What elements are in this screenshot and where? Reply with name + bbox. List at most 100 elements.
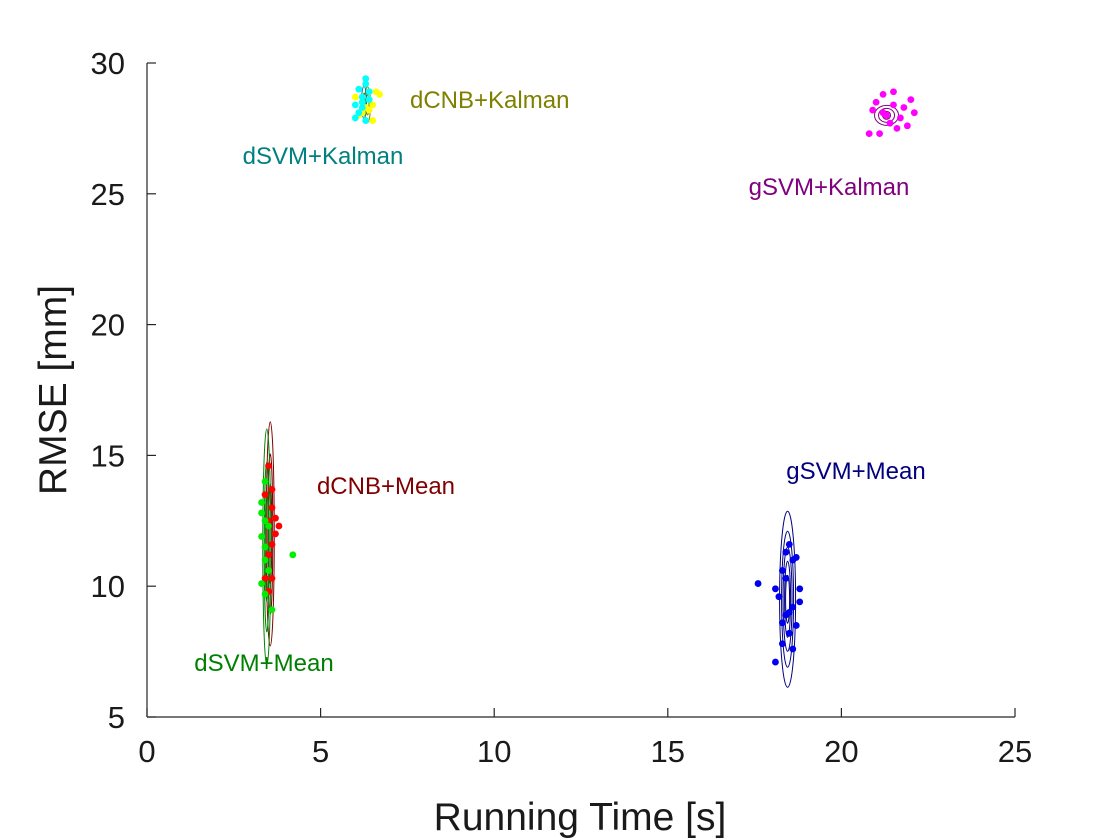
data-point <box>782 611 790 619</box>
data-point <box>886 119 894 127</box>
data-point <box>754 580 762 587</box>
data-point <box>365 106 373 114</box>
data-point <box>258 533 265 540</box>
data-point <box>272 514 279 522</box>
data-point <box>355 109 363 117</box>
data-point <box>358 104 366 111</box>
data-point <box>869 106 877 114</box>
data-point <box>268 606 276 614</box>
x-tick-label: 10 <box>477 734 511 769</box>
data-point <box>778 619 786 627</box>
data-point <box>268 486 276 493</box>
data-point <box>782 574 790 582</box>
data-point <box>275 522 283 530</box>
data-point <box>268 574 276 582</box>
series-label: dSVM+Kalman <box>243 143 404 170</box>
data-point <box>265 462 272 470</box>
data-point <box>351 114 359 122</box>
x-tick-label: 15 <box>651 734 685 769</box>
data-point <box>268 504 276 512</box>
series-label: dCNB+Mean <box>317 473 455 500</box>
data-point <box>778 567 786 574</box>
data-point <box>258 509 265 517</box>
y-tick-label: 20 <box>91 308 125 343</box>
data-point <box>376 90 384 98</box>
series-label: gSVM+Kalman <box>749 174 910 201</box>
data-point <box>785 629 793 637</box>
data-point <box>261 517 269 525</box>
series-label: dCNB+Kalman <box>410 87 569 114</box>
data-point <box>265 522 272 530</box>
data-point <box>890 88 897 96</box>
data-point <box>289 551 297 559</box>
data-point <box>268 540 276 548</box>
data-point <box>782 548 790 556</box>
series-label: dSVM+Mean <box>194 650 333 677</box>
data-point <box>358 98 366 106</box>
data-point <box>775 593 783 601</box>
x-tick-label: 20 <box>824 734 858 769</box>
data-point <box>362 75 370 83</box>
data-point <box>903 122 911 130</box>
data-point <box>900 104 908 111</box>
data-point <box>365 96 373 104</box>
data-point <box>358 93 366 101</box>
y-tick-label: 10 <box>91 569 125 604</box>
data-point <box>865 130 873 138</box>
contour-line <box>784 560 792 638</box>
y-tick-label: 25 <box>91 177 125 212</box>
data-point <box>785 540 793 548</box>
data-point <box>351 93 359 101</box>
data-point <box>789 603 797 611</box>
contour-line <box>785 574 791 624</box>
contour-line <box>781 530 795 668</box>
data-point <box>789 556 797 564</box>
x-tick-label: 5 <box>312 734 329 769</box>
y-tick-label: 15 <box>91 438 125 473</box>
data-point <box>879 109 887 117</box>
data-point <box>351 101 359 109</box>
data-point <box>261 590 269 598</box>
data-point <box>265 551 272 559</box>
data-point <box>365 88 373 96</box>
data-point <box>369 117 377 124</box>
data-point <box>261 556 269 564</box>
data-point <box>796 585 804 593</box>
data-point <box>772 585 779 593</box>
y-axis-title: RMSE [mm] <box>32 285 75 495</box>
data-point <box>789 645 797 653</box>
data-point <box>796 598 804 606</box>
x-tick-label: 0 <box>138 734 155 769</box>
x-axis-title: Running Time [s] <box>434 796 727 839</box>
data-point <box>872 98 880 106</box>
data-points <box>258 75 918 666</box>
data-point <box>362 80 370 88</box>
data-point <box>261 543 269 551</box>
data-point <box>261 574 269 582</box>
data-point <box>261 491 269 499</box>
y-tick-label: 30 <box>91 46 125 81</box>
series-label: gSVM+Mean <box>786 458 925 485</box>
data-point <box>355 85 363 93</box>
data-point <box>772 658 779 666</box>
data-point <box>897 114 904 122</box>
data-point <box>362 117 370 124</box>
data-point <box>879 90 887 98</box>
data-point <box>876 130 883 138</box>
contour-line <box>878 107 896 123</box>
data-point <box>261 478 269 485</box>
data-point <box>890 101 897 109</box>
data-point <box>258 499 265 506</box>
data-point <box>369 101 377 109</box>
data-point <box>272 530 279 538</box>
data-point <box>907 96 915 104</box>
data-point <box>258 580 265 587</box>
data-point <box>265 567 272 574</box>
x-tick-label: 25 <box>998 734 1032 769</box>
data-point <box>792 622 800 629</box>
data-point <box>910 109 918 117</box>
series-labels: dCNB+Kalman dSVM+Kalman gSVM+Kalman dCNB+Me… <box>194 87 925 677</box>
y-tick-label: 5 <box>108 700 125 735</box>
